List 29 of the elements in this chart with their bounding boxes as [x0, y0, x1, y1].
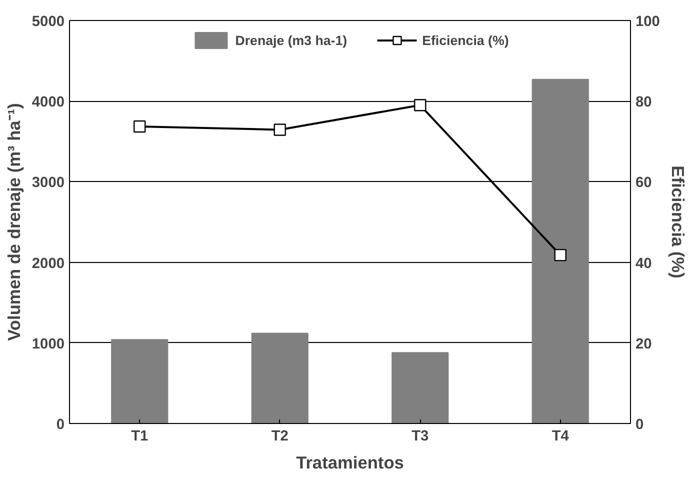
point [414, 99, 426, 112]
bar [532, 78, 589, 424]
y-tick-label: 4000 [32, 94, 65, 111]
x-tick-label: T1 [131, 428, 148, 444]
bar [251, 332, 308, 424]
bar [111, 339, 168, 424]
legend-label: Eficiencia (%) [422, 32, 509, 48]
y-tick-label: 5000 [32, 14, 65, 30]
y2-tick-label: 100 [636, 14, 660, 30]
point [274, 124, 286, 136]
x-tick-label: T3 [412, 428, 429, 444]
y2-tick-label: 80 [636, 94, 652, 111]
legend-label: Drenaje (m3 ha-1) [235, 32, 348, 48]
y-tick-label: 2000 [32, 256, 65, 272]
y-tick-label: 0 [56, 417, 65, 433]
y2-axis-title: Eficiencia (%) [668, 166, 688, 278]
point [134, 120, 146, 133]
y-tick-label: 3000 [32, 175, 65, 192]
x-tick-label: T4 [552, 428, 570, 444]
y2-tick-label: 60 [636, 175, 652, 192]
y2-tick-label: 0 [636, 417, 644, 433]
y2-tick-label: 40 [636, 256, 652, 272]
y-axis-title: Volumen de drenaje (m³ ha⁻¹) [4, 103, 24, 341]
y2-tick-label: 20 [636, 336, 652, 352]
point [554, 248, 566, 262]
x-tick-label: T2 [271, 428, 288, 444]
y-tick-label: 1000 [32, 336, 65, 352]
x-axis-title: Tratamientos [296, 452, 404, 472]
bar [392, 352, 449, 424]
